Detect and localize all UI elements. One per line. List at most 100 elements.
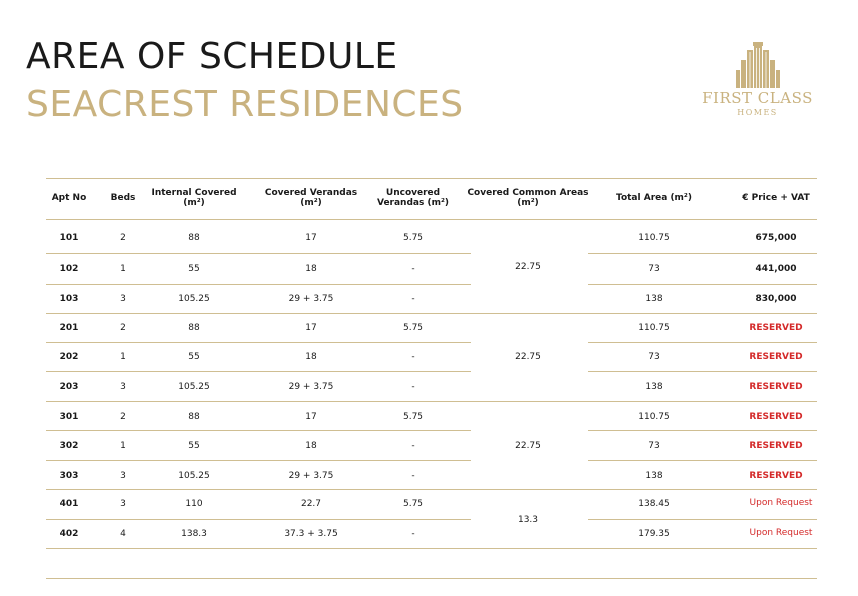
table-rule (46, 578, 817, 579)
internal-covered-cell: 88 (188, 412, 200, 422)
column-header-line: Total Area (m²) (616, 193, 692, 203)
column-header-total: Total Area (m²) (616, 193, 692, 203)
beds-cell: 1 (120, 352, 126, 362)
total-area-cell: 138 (645, 382, 663, 392)
table-rule (588, 253, 817, 254)
uncovered-verandas-cell: - (411, 352, 415, 362)
table-rule (46, 460, 471, 461)
table-rule (46, 430, 471, 431)
price-cell: 675,000 (755, 233, 797, 243)
total-area-cell: 110.75 (638, 323, 670, 333)
column-header-line: € Price + VAT (742, 193, 810, 203)
covered-verandas-cell: 17 (305, 323, 317, 333)
internal-covered-cell: 55 (188, 352, 200, 362)
internal-covered-cell: 55 (188, 264, 200, 274)
uncovered-verandas-cell: - (411, 441, 415, 451)
table-rule (588, 519, 817, 520)
total-area-cell: 73 (648, 264, 660, 274)
price-cell: 441,000 (755, 264, 797, 274)
covered-common-area-cell: 22.75 (515, 262, 541, 272)
column-header-line: (m²) (517, 198, 539, 208)
first-class-homes-logo: FIRST CLASS HOMES (690, 40, 825, 128)
covered-verandas-cell: 37.3 + 3.75 (284, 529, 338, 539)
column-header-price: € Price + VAT (742, 193, 810, 203)
upon-request-cell: Upon Request (749, 498, 813, 508)
column-header-line: Beds (110, 193, 136, 203)
uncovered-verandas-cell: 5.75 (402, 412, 424, 422)
beds-cell: 3 (120, 471, 126, 481)
total-area-cell: 179.35 (638, 529, 670, 539)
total-area-cell: 138 (645, 294, 663, 304)
apt-no-cell: 201 (59, 323, 79, 333)
table-rule (46, 284, 471, 285)
column-header-beds: Beds (111, 193, 136, 203)
covered-verandas-cell: 17 (305, 233, 317, 243)
beds-cell: 2 (120, 412, 126, 422)
internal-covered-cell: 88 (188, 323, 200, 333)
uncovered-verandas-cell: - (411, 264, 415, 274)
table-rule (46, 519, 471, 520)
apt-no-cell: 102 (59, 264, 79, 274)
uncovered-verandas-cell: - (411, 294, 415, 304)
beds-cell: 1 (120, 264, 126, 274)
covered-verandas-cell: 18 (305, 352, 317, 362)
beds-cell: 3 (120, 382, 126, 392)
covered-common-area-cell: 22.75 (515, 352, 541, 362)
uncovered-verandas-cell: 5.75 (402, 499, 424, 509)
total-area-cell: 73 (648, 441, 660, 451)
column-header-uncovered: Uncovered Verandas (m²) (377, 188, 449, 208)
total-area-cell: 138.45 (638, 499, 670, 509)
reserved-status-cell: RESERVED (749, 441, 803, 451)
internal-covered-cell: 105.25 (178, 471, 210, 481)
covered-verandas-cell: 17 (305, 412, 317, 422)
logo-sub-text: HOMES (737, 108, 778, 117)
internal-covered-cell: 105.25 (178, 382, 210, 392)
covered-common-area-cell: 13.3 (517, 515, 539, 525)
apt-no-cell: 202 (59, 352, 79, 362)
page-subtitle: SEACREST RESIDENCES (26, 84, 464, 125)
apt-no-cell: 301 (59, 412, 79, 422)
beds-cell: 3 (120, 294, 126, 304)
upon-request-cell: Upon Request (749, 528, 813, 538)
total-area-cell: 110.75 (638, 412, 670, 422)
reserved-status-cell: RESERVED (749, 323, 803, 333)
page-title: AREA OF SCHEDULE (26, 36, 398, 77)
column-header-line: Covered Verandas (264, 188, 358, 198)
covered-verandas-cell: 22.7 (300, 499, 322, 509)
logo-brand-text: FIRST CLASS (702, 89, 813, 107)
table-rule (46, 401, 817, 402)
building-columns-icon (735, 42, 780, 88)
table-rule (588, 371, 817, 372)
apt-no-cell: 303 (59, 471, 79, 481)
uncovered-verandas-cell: 5.75 (402, 233, 424, 243)
internal-covered-cell: 110 (185, 499, 203, 509)
internal-covered-cell: 55 (188, 441, 200, 451)
beds-cell: 2 (120, 233, 126, 243)
total-area-cell: 73 (648, 352, 660, 362)
column-header-line: Uncovered (385, 188, 441, 198)
table-rule (588, 430, 817, 431)
uncovered-verandas-cell: - (411, 471, 415, 481)
apt-no-cell: 302 (59, 441, 79, 451)
uncovered-verandas-cell: 5.75 (402, 323, 424, 333)
table-rule (46, 253, 471, 254)
covered-common-area-cell: 22.75 (515, 441, 541, 451)
column-header-line: (m²) (183, 198, 205, 208)
apt-no-cell: 101 (59, 233, 79, 243)
reserved-status-cell: RESERVED (749, 382, 803, 392)
internal-covered-cell: 138.3 (181, 529, 207, 539)
column-header-line: Internal Covered (151, 188, 237, 198)
internal-covered-cell: 88 (188, 233, 200, 243)
apt-no-cell: 203 (59, 382, 79, 392)
covered-verandas-cell: 18 (305, 264, 317, 274)
reserved-status-cell: RESERVED (749, 471, 803, 481)
apt-no-cell: 401 (59, 499, 79, 509)
table-rule (46, 489, 817, 490)
reserved-status-cell: RESERVED (749, 352, 803, 362)
beds-cell: 3 (120, 499, 126, 509)
beds-cell: 1 (120, 441, 126, 451)
table-rule (46, 178, 817, 179)
table-rule (588, 460, 817, 461)
apt-no-cell: 402 (59, 529, 79, 539)
covered-verandas-cell: 29 + 3.75 (288, 471, 334, 481)
